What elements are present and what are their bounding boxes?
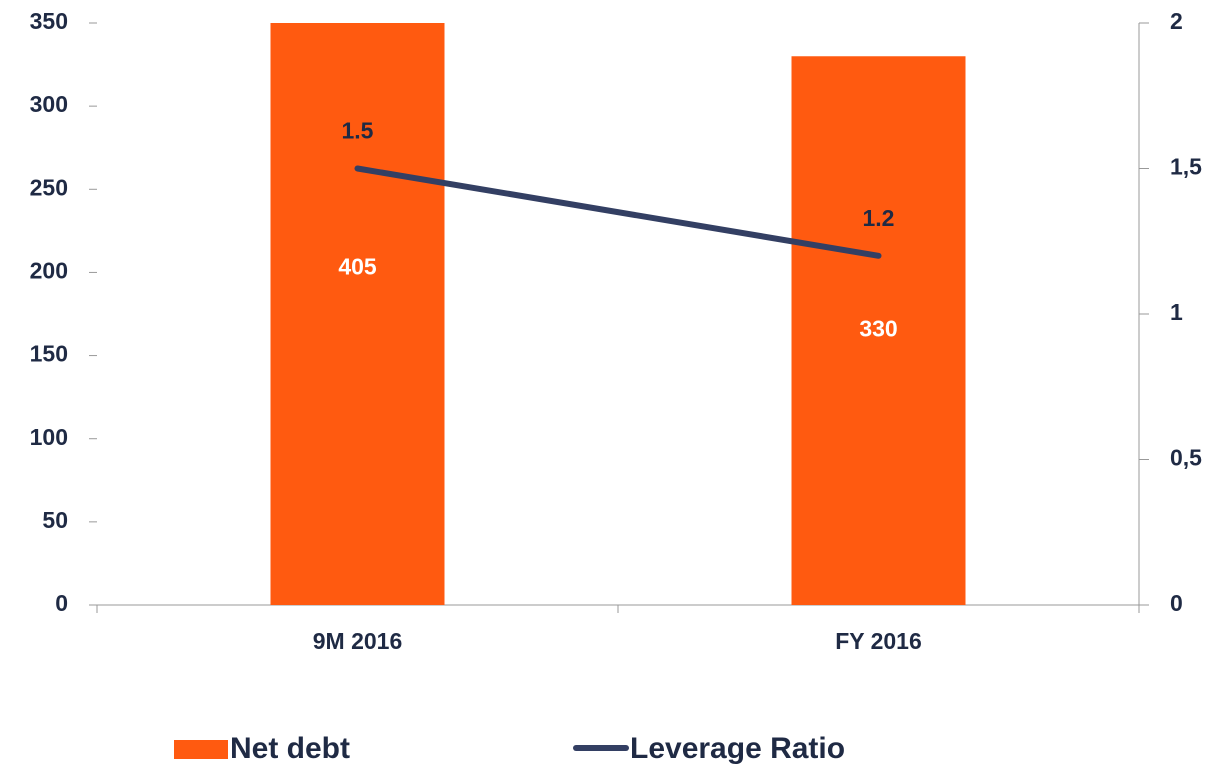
y-tick-label: 250: [30, 174, 68, 200]
bar: [270, 23, 445, 605]
y2-tick-label: 0: [1170, 590, 1183, 616]
legend-label: Net debt: [230, 732, 350, 765]
y2-tick-label: 0,5: [1170, 445, 1202, 471]
y-tick-label: 200: [30, 258, 68, 284]
line-label: 1.2: [863, 205, 895, 231]
y2-tick-label: 1,5: [1170, 154, 1202, 180]
line: [354, 165, 882, 259]
bar: [791, 56, 966, 605]
legend-swatch: [174, 740, 228, 759]
y-tick-label: 0: [55, 590, 68, 616]
bars: [270, 23, 966, 605]
bar-label: 405: [338, 253, 377, 279]
x-tick-label: 9M 2016: [313, 628, 403, 654]
y-tick-label: 100: [30, 424, 68, 450]
y-tick-label: 150: [30, 341, 68, 367]
x-tick-label: FY 2016: [835, 628, 922, 654]
y-tick-label: 350: [30, 8, 68, 34]
y-tick-label: 50: [42, 507, 68, 533]
y-tick-label: 300: [30, 91, 68, 117]
line-label: 1.5: [342, 118, 374, 144]
y2-tick-label: 1: [1170, 299, 1183, 325]
bar-label: 330: [859, 316, 897, 342]
legend-label: Leverage Ratio: [630, 732, 845, 765]
y2-tick-label: 2: [1170, 8, 1183, 34]
